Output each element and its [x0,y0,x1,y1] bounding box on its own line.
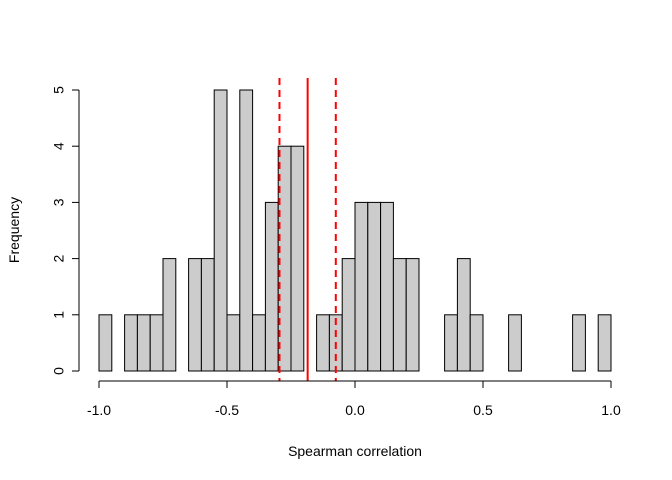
histogram-bar [597,314,612,372]
x-axis-title: Spearman correlation [288,443,422,459]
x-tick-label: 0.0 [345,402,365,418]
histogram-bar [444,314,458,372]
histogram-bar [456,258,471,372]
histogram-bar [392,258,407,372]
histogram-bar [98,314,113,372]
histogram-bar [136,314,151,372]
histogram-bar [188,258,202,372]
y-tick-label: 0 [51,367,67,375]
y-axis-title: Frequency [6,197,22,263]
x-tick-label: -1.0 [87,402,111,418]
histogram-bar [200,258,215,372]
histogram-bar [149,314,164,372]
y-axis: 0 1 2 3 4 5 [51,86,80,375]
histogram-bar [264,201,279,372]
x-axis: -1.0 -0.5 0.0 0.5 1.0 [87,380,621,418]
histogram-bar [316,314,330,372]
histogram-bar [572,314,586,372]
histogram-bar [252,314,266,372]
histogram-bar [469,314,484,372]
histogram-bar [213,89,228,372]
reference-lines [278,78,337,381]
histogram-bars [98,89,612,372]
y-tick-label: 3 [51,198,67,206]
histogram-bar [226,314,241,372]
histogram-bar [341,258,356,372]
histogram-bar [290,145,305,372]
histogram-bar [367,201,382,372]
y-tick-label: 2 [51,254,67,262]
histogram-bar [124,314,138,372]
histogram-bar [239,89,254,372]
x-tick-label: 0.5 [473,402,493,418]
histogram-bar [354,201,369,372]
x-tick-label: -0.5 [215,402,239,418]
histogram-bar [405,258,420,372]
histogram-bar [162,258,177,372]
x-tick-label: 1.0 [601,402,621,418]
histogram-bar [508,314,522,372]
y-tick-label: 4 [51,142,67,150]
histogram-bar [380,201,394,372]
y-tick-label: 1 [51,311,67,319]
y-tick-label: 5 [51,86,67,94]
